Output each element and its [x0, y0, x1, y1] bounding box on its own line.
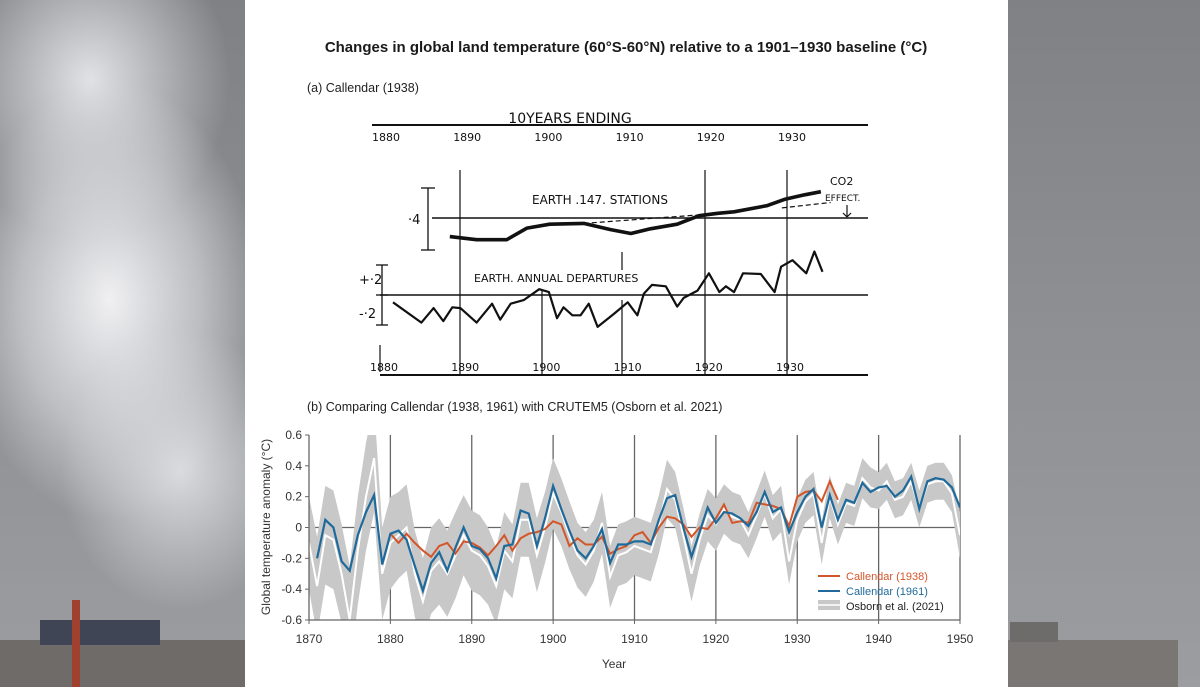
annual-minus-scale-label: -·2: [359, 307, 376, 322]
panel-a-text: 10YEARS ENDING 1880 1890 1900 1910 1920 1930 …: [359, 111, 860, 374]
y-tick-label: 0.4: [285, 459, 302, 473]
co2-effect-label: EFFECT.: [825, 194, 860, 204]
y-axis-label: Global temperature anomaly (°C): [259, 439, 273, 615]
background-building: [1008, 640, 1178, 687]
y-tick-label: 0.6: [285, 428, 302, 442]
bottom-year-label: 1890: [451, 361, 479, 374]
y-tick-label: 0.2: [285, 490, 302, 504]
top-year-label: 1890: [453, 131, 481, 144]
y-tick-label: -0.2: [281, 551, 302, 565]
annual-series-label: EARTH. ANNUAL DEPARTURES: [474, 272, 638, 285]
panel-b-chart: 1870 1880 1890 1900 1910 1920 1930 1940 1950 0.6 0…: [259, 428, 974, 671]
ten-year-scale-label: ·4: [408, 213, 420, 228]
legend: Callendar (1938) Callendar (1961) Osborn…: [818, 571, 944, 613]
annual-scale-bracket: [376, 264, 388, 326]
panel-a-chart: [372, 124, 868, 376]
x-tick-label: 1930: [784, 632, 811, 646]
ten-year-series-label: EARTH .147. STATIONS: [532, 193, 668, 207]
x-tick-label: 1900: [540, 632, 567, 646]
y-tick-label: -0.6: [281, 613, 302, 627]
bottom-year-label: 1930: [776, 361, 804, 374]
x-tick-label: 1940: [865, 632, 892, 646]
top-year-label: 1910: [616, 131, 644, 144]
x-axis-label: Year: [602, 657, 626, 671]
top-year-label: 1920: [697, 131, 725, 144]
background-chimney: [72, 600, 80, 687]
y-tick-label: -0.4: [281, 582, 302, 596]
co2-reference-dashed-line: [583, 201, 831, 224]
top-year-label: 1880: [372, 131, 400, 144]
y-tick-label: 0: [295, 521, 302, 535]
x-tick-label: 1880: [377, 632, 404, 646]
figure-title: Changes in global land temperature (60°S…: [325, 39, 927, 56]
x-tick-label: 1890: [458, 632, 485, 646]
legend-label-callendar-1938: Callendar (1938): [846, 571, 928, 583]
annual-plus-scale-label: +·2: [359, 273, 382, 288]
annual-departures-curve: [392, 250, 824, 328]
co2-label: CO2: [830, 175, 853, 188]
background-building: [0, 640, 245, 687]
x-tick-label: 1910: [621, 632, 648, 646]
bottom-year-label: 1900: [532, 361, 560, 374]
bottom-year-label: 1920: [695, 361, 723, 374]
panel-b-label: (b) Comparing Callendar (1938, 1961) wit…: [307, 400, 722, 414]
ten-year-curve: [449, 189, 822, 242]
legend-label-callendar-1961: Callendar (1961): [846, 586, 928, 598]
x-tick-label: 1950: [947, 632, 974, 646]
panel-a-label: (a) Callendar (1938): [307, 81, 419, 95]
osborn-uncertainty-band: [309, 435, 960, 620]
bottom-year-label: 1880: [370, 361, 398, 374]
ten-year-scale-bracket: [421, 187, 435, 251]
x-tick-label: 1870: [296, 632, 323, 646]
legend-label-osborn: Osborn et al. (2021): [846, 601, 944, 613]
bottom-year-label: 1910: [614, 361, 642, 374]
background-building: [1010, 622, 1058, 642]
osborn-line: [309, 457, 960, 620]
co2-effect-arrow: [842, 205, 852, 218]
top-year-label: 1930: [778, 131, 806, 144]
top-year-label: 1900: [534, 131, 562, 144]
callendar-1961-line: [316, 473, 960, 595]
background-building: [40, 620, 160, 645]
ten-years-ending-label: 10YEARS ENDING: [508, 111, 631, 127]
x-tick-label: 1920: [703, 632, 730, 646]
